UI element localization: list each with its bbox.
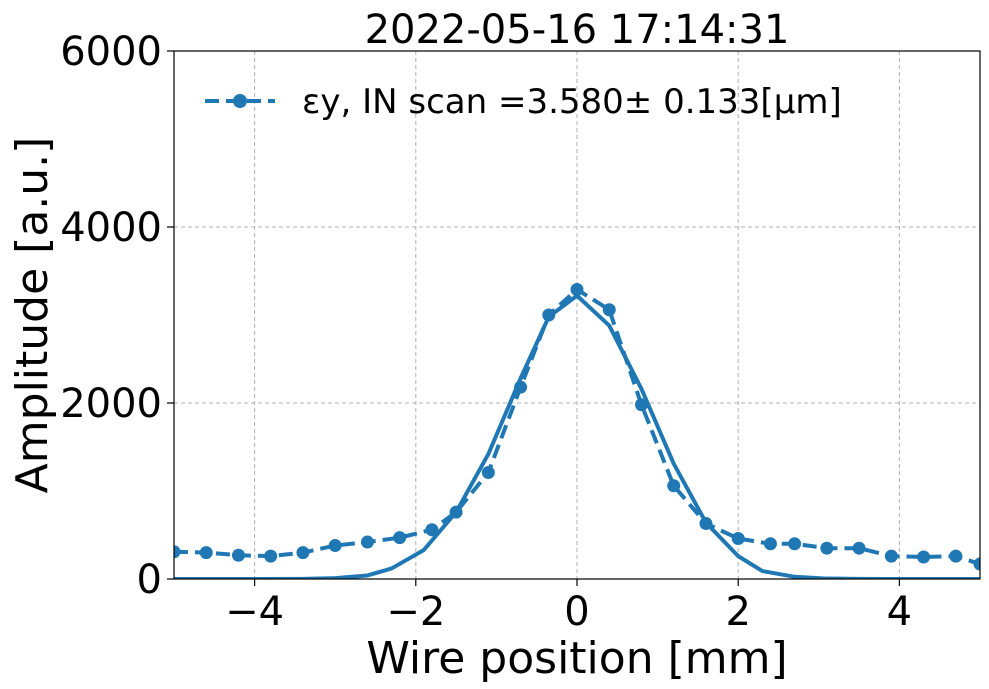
- x-tick-label: −2: [386, 589, 445, 635]
- y-axis-label: Amplitude [a.u.]: [7, 137, 58, 494]
- data-point: [763, 537, 777, 551]
- y-tick-label: 6000: [60, 29, 162, 75]
- y-tick-label: 4000: [60, 205, 162, 251]
- y-tick-label: 2000: [60, 381, 162, 427]
- data-point: [731, 532, 745, 546]
- data-point: [393, 531, 407, 545]
- data-point: [820, 541, 834, 555]
- fit-series-line: [174, 293, 980, 579]
- legend-marker-sample: [233, 94, 247, 108]
- x-tick-label: 2: [725, 589, 750, 635]
- series-layer: [174, 282, 980, 579]
- data-point: [264, 549, 278, 563]
- data-point: [788, 537, 802, 551]
- data-point: [199, 546, 213, 560]
- x-tick-label: 0: [564, 589, 589, 635]
- data-point: [667, 479, 681, 493]
- x-tick-label: 4: [887, 589, 912, 635]
- data-point: [481, 466, 495, 480]
- data-point: [328, 539, 342, 553]
- data-point: [917, 550, 931, 564]
- chart-title: 2022-05-16 17:14:31: [365, 7, 790, 53]
- data-point: [174, 545, 181, 559]
- data-point: [852, 541, 866, 555]
- data-point: [231, 548, 245, 562]
- data-point: [602, 303, 616, 317]
- data-point: [360, 535, 374, 549]
- series-group: [174, 282, 980, 579]
- data-point: [570, 282, 584, 296]
- ticks: −4 −2 0 2 4 0 2000 4000 6000: [60, 29, 912, 635]
- x-axis-label: Wire position [mm]: [366, 633, 787, 684]
- data-point: [884, 549, 898, 563]
- x-tick-label: −4: [225, 589, 284, 635]
- data-point: [296, 546, 310, 560]
- data-point: [949, 549, 963, 563]
- y-tick-label: 0: [137, 557, 162, 603]
- legend-label: εy, IN scan =3.580± 0.133[μm]: [302, 82, 842, 122]
- data-point: [973, 557, 980, 571]
- legend: εy, IN scan =3.580± 0.133[μm]: [205, 82, 842, 122]
- data-point: [425, 523, 439, 537]
